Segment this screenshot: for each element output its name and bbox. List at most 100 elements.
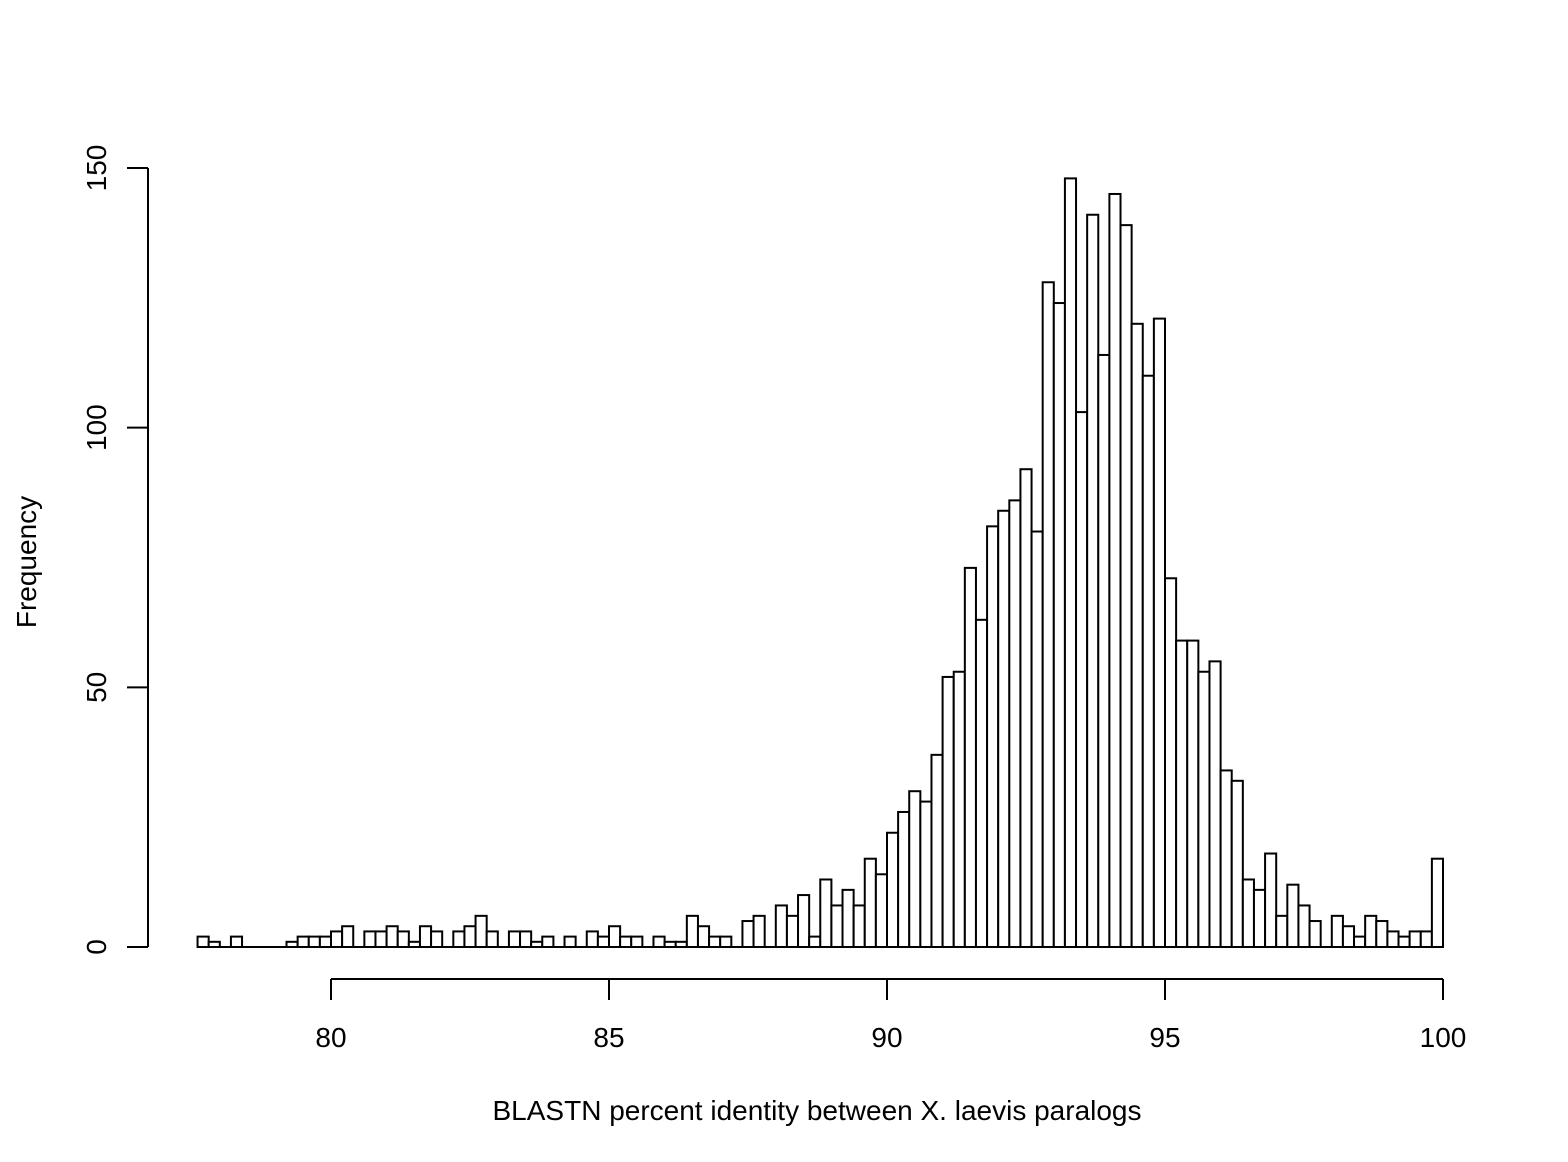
histogram-bar [229, 935, 244, 948]
histogram-bar [1008, 499, 1022, 948]
histogram-bar [1108, 192, 1122, 949]
histogram-bar [886, 831, 900, 948]
histogram-bar [863, 857, 877, 949]
histogram-bar [1164, 577, 1178, 949]
x-axis-label: BLASTN percent identity between X. laevi… [492, 1095, 1141, 1126]
histogram-bar [1386, 930, 1400, 948]
histogram-bar [1086, 213, 1100, 949]
y-axis: 0 50 100 150 [81, 145, 149, 955]
y-axis-label: Frequency [11, 496, 42, 628]
histogram-bar [1175, 639, 1189, 949]
histogram-bar [396, 930, 410, 948]
histogram-bar [1297, 904, 1311, 949]
histogram-bar [741, 920, 755, 949]
histogram-bar [685, 914, 699, 949]
x-axis: 80 85 90 95 100 [315, 978, 1467, 1053]
x-tick-label: 85 [593, 1022, 624, 1053]
histogram-bar [1119, 224, 1133, 948]
y-tick-label: 150 [81, 145, 112, 192]
histogram-bar [1063, 177, 1078, 948]
histogram-bar [897, 810, 911, 948]
histogram-bar [797, 894, 811, 949]
histogram-bar [1219, 769, 1233, 948]
histogram-bar [296, 935, 310, 948]
histogram-bar [830, 904, 844, 949]
histogram-bars [196, 177, 1445, 949]
histogram-bar [1330, 914, 1344, 949]
histogram-bar [1052, 302, 1066, 948]
histogram-bar [785, 914, 800, 949]
histogram-bar [1408, 930, 1422, 948]
y-tick-label: 50 [81, 672, 112, 703]
histogram-bar [474, 914, 488, 949]
y-tick-label: 0 [81, 939, 112, 955]
histogram-bar [963, 566, 977, 948]
histogram-bar [1241, 878, 1255, 948]
histogram-bar [941, 675, 955, 948]
histogram-bar [585, 930, 599, 948]
histogram-bar [563, 935, 577, 948]
histogram-bar [1141, 374, 1155, 949]
histogram-bar [1419, 930, 1433, 948]
histogram-bar [418, 925, 433, 948]
histogram-bar [452, 930, 466, 948]
histogram-bar [1030, 530, 1044, 949]
histogram-bar [774, 904, 788, 949]
histogram-bar [1364, 914, 1378, 949]
histogram-bar [1397, 935, 1411, 948]
histogram-bar [608, 925, 622, 948]
histogram-bar [596, 935, 611, 948]
histogram-bar [196, 935, 210, 948]
histogram-bar [341, 925, 355, 948]
histogram-bar [652, 935, 666, 948]
histogram-bar [463, 925, 477, 948]
histogram-bar [930, 753, 944, 948]
histogram-bar [619, 935, 633, 948]
y-tick-label: 100 [81, 404, 112, 451]
histogram-bar [1252, 888, 1267, 948]
histogram-bar [719, 935, 733, 948]
histogram-bar [1286, 883, 1300, 948]
histogram-bar [1264, 852, 1278, 949]
histogram-bar [1152, 317, 1167, 948]
histogram-bar [1041, 281, 1055, 948]
histogram-bar [874, 873, 889, 948]
histogram-bar [919, 800, 933, 949]
histogram-bar [1186, 639, 1200, 949]
histogram-bar [519, 930, 533, 948]
histogram-bar [1430, 857, 1445, 949]
histogram-bar [1230, 779, 1244, 948]
histogram-bar [852, 904, 866, 949]
histogram-bar [997, 509, 1011, 948]
histogram-bar [485, 930, 499, 948]
histogram-bar [986, 525, 1000, 949]
histogram-bar [307, 935, 321, 948]
histogram-bar [318, 935, 333, 948]
histogram-bar [507, 930, 522, 948]
histogram-bar [752, 914, 766, 949]
histogram-bar [1375, 920, 1389, 949]
histogram-bar [541, 935, 555, 948]
histogram-bar [1308, 920, 1322, 949]
histogram-bar [1353, 935, 1367, 948]
histogram-bar [908, 790, 922, 949]
x-tick-label: 95 [1149, 1022, 1180, 1053]
histogram-bar [974, 618, 989, 948]
histogram-bar [385, 925, 399, 948]
histogram-bar [808, 935, 822, 948]
histogram-bar [630, 935, 644, 948]
histogram-bar [1130, 322, 1144, 948]
x-tick-label: 100 [1420, 1022, 1467, 1053]
histogram-bar [430, 930, 444, 948]
x-tick-label: 90 [871, 1022, 902, 1053]
histogram-bar [1275, 914, 1289, 949]
histogram-bar [841, 888, 855, 948]
histogram-bar [696, 925, 711, 948]
histogram-bar [363, 930, 377, 948]
histogram-bar [708, 935, 722, 948]
histogram-bar [1197, 670, 1211, 948]
histogram-bar [1097, 353, 1111, 948]
histogram-bar [1019, 468, 1033, 948]
histogram-bar [1341, 925, 1356, 948]
